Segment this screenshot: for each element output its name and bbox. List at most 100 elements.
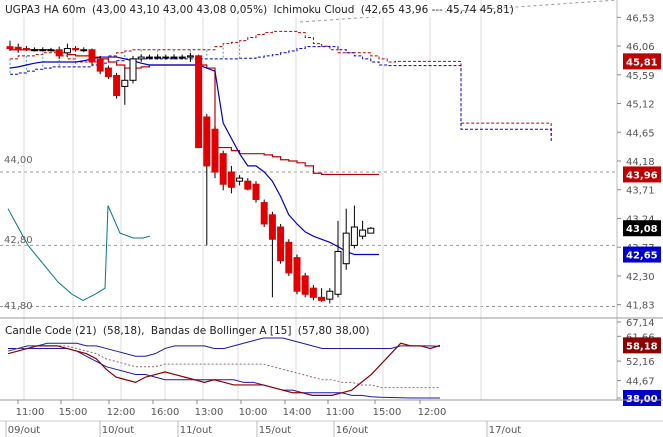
time-tick-label-5: 10:00 [239, 407, 268, 418]
lower-tick-label-2: 52,16 [626, 357, 655, 368]
candle-18 [154, 54, 162, 60]
header-symbol: UGPA3 HA 60m [5, 4, 86, 16]
candle-body-39 [326, 290, 334, 300]
date-label-0: 09/out [8, 425, 41, 436]
indicator-pane[interactable]: Candle Code (21) (58,18), Bandas de Boll… [5, 318, 661, 406]
candle-15 [129, 55, 137, 84]
header-indicator-values: (42,65 43,96 --- 45,74 45,81) [361, 4, 514, 16]
candle-4 [39, 47, 47, 52]
chikou-line [7, 205, 151, 301]
price-tick-label-6: 43,71 [626, 186, 655, 197]
price-tick-label-4: 44,65 [626, 128, 655, 139]
candle-32 [268, 211, 276, 298]
candle-body-22 [186, 55, 194, 58]
candle-29 [244, 178, 252, 191]
candle-25 [211, 126, 219, 179]
date-label-2: 11/out [180, 425, 213, 436]
candle-body-23 [195, 55, 203, 149]
candle-body-40 [334, 250, 342, 295]
indicator-lines [7, 337, 441, 399]
candle-body-19 [162, 56, 170, 59]
candle-41 [342, 208, 350, 270]
lower-tick-label-0: 67,14 [626, 318, 655, 329]
candle-body-3 [31, 49, 39, 52]
candle-21 [178, 54, 186, 60]
candle-37 [309, 285, 317, 301]
lower-badge-bg-0 [623, 337, 661, 354]
price-tick-label-10: 41,83 [626, 301, 655, 312]
time-tick-label-7: 11:00 [326, 407, 355, 418]
price-tick-label-5: 44,18 [626, 157, 655, 168]
candle-body-7 [63, 48, 71, 54]
candle-body-36 [301, 275, 309, 295]
time-axis[interactable]: 11:00 15:00 12:00 16:00 13:00 10:00 14:00 11:00… [0, 399, 663, 437]
candle-body-25 [211, 128, 219, 173]
candle-body-41 [342, 232, 350, 265]
price-tick-label-3: 45,12 [626, 100, 655, 111]
candle-8 [72, 46, 80, 52]
candle-28 [236, 175, 244, 186]
candle-14 [121, 68, 129, 105]
candle-body-13 [113, 74, 121, 97]
candle-5 [47, 47, 55, 52]
sub-indicator1: Candle Code (21) [5, 325, 97, 337]
price-badge-2: 43,08 [626, 224, 658, 235]
candle-40 [334, 220, 342, 298]
price-tick-label-7: 43,24 [626, 214, 655, 225]
candle-22 [186, 52, 194, 62]
candle-body-35 [293, 257, 301, 292]
time-tick-label-2: 12:00 [107, 407, 136, 418]
candle-12 [104, 65, 112, 80]
svg-text:UGPA3 HA 60m (43,00 43,: UGPA3 HA 60m (43,00 43,10 43,00 43,08 0,… [5, 4, 514, 16]
candle-16 [137, 54, 145, 62]
candle-19 [162, 54, 170, 60]
left-price-labels: 44,00 42,80 41,80 [4, 155, 33, 312]
candle-20 [170, 54, 178, 60]
candle-body-33 [277, 226, 285, 262]
candle-6 [55, 46, 63, 59]
candle-23 [195, 54, 203, 149]
ichimoku-cloud [9, 30, 552, 142]
time-tick-label-9: 12:00 [418, 407, 447, 418]
price-axis[interactable]: 46,53 46,06 45,59 45,12 44,65 44,18 43,71 43,24… [616, 0, 661, 318]
candle-body-24 [203, 116, 211, 167]
price-pane[interactable]: 44,00 42,80 41,80 [0, 0, 618, 400]
svg-text:Candle Code (21) (58,18): Candle Code (21) (58,18), Bandas de Boll… [5, 325, 369, 337]
candle-body-30 [252, 183, 260, 201]
header-indicator: Ichimoku Cloud [274, 4, 355, 16]
candle-body-4 [39, 49, 47, 52]
price-badge-3: 42,65 [626, 251, 658, 262]
kijun-sen [9, 56, 379, 256]
candle-13 [113, 72, 121, 99]
candle-11 [96, 55, 104, 75]
candle-body-6 [55, 49, 63, 57]
time-tick-label-4: 13:00 [195, 407, 224, 418]
price-badge-1: 43,96 [626, 170, 658, 181]
candle-39 [326, 288, 334, 304]
time-tick-label-3: 16:00 [151, 407, 180, 418]
candle-body-44 [367, 227, 375, 234]
candle-3 [31, 47, 39, 52]
candle-code-line [7, 342, 441, 396]
candle-body-16 [137, 56, 145, 60]
candle-44 [367, 227, 375, 234]
date-label-3: 15/out [259, 425, 292, 436]
candle-42 [350, 205, 358, 249]
candle-body-43 [359, 229, 367, 237]
price-grid [0, 0, 618, 400]
date-label-5: 17/out [489, 425, 522, 436]
bollinger-mid [7, 345, 440, 389]
sub-indicator2-values: (57,80 38,00) [298, 325, 370, 337]
candle-9 [80, 47, 88, 53]
candle-body-21 [178, 56, 186, 59]
candle-body-15 [129, 58, 137, 81]
candle-body-9 [80, 49, 88, 52]
date-label-1: 10/out [102, 425, 135, 436]
candle-body-27 [227, 171, 235, 188]
candle-36 [301, 272, 309, 298]
sub-indicator2: Bandas de Bollinger A [15] [151, 325, 292, 337]
candle-body-32 [268, 214, 276, 240]
candle-35 [293, 254, 301, 295]
bollinger-lower [8, 347, 440, 399]
